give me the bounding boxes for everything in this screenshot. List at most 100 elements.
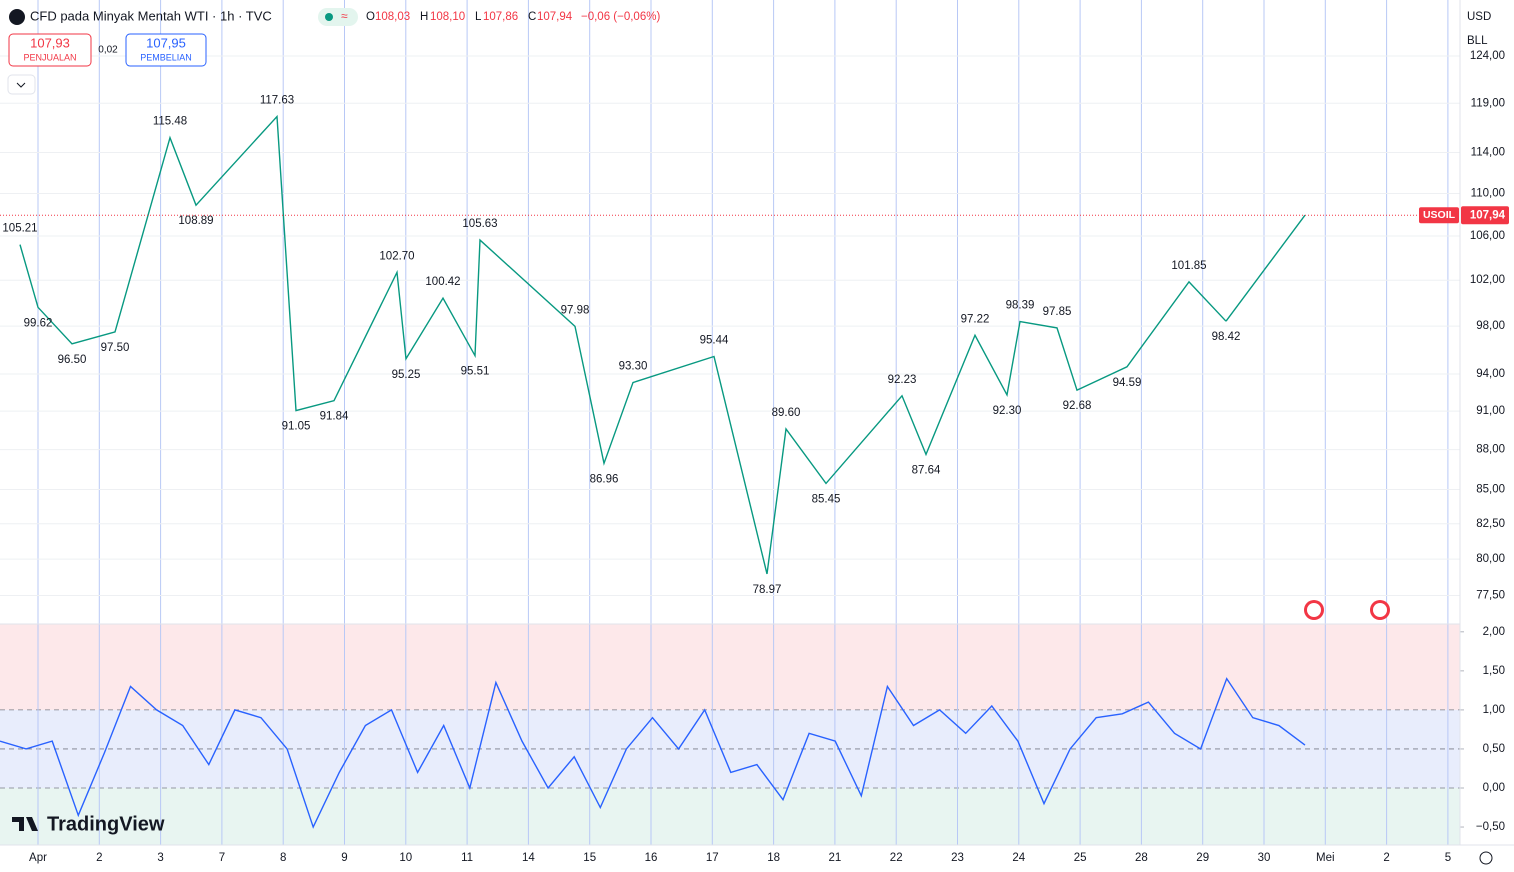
price-extreme-label: 97.85 xyxy=(1043,306,1072,318)
buy-label: PEMBELIAN xyxy=(140,52,192,62)
price-extreme-label: 85.45 xyxy=(812,493,841,505)
price-extreme-label: 93.30 xyxy=(619,361,648,373)
price-extreme-label: 87.64 xyxy=(912,464,941,476)
ohlc-key: C xyxy=(528,11,536,23)
price-extreme-label: 92.68 xyxy=(1063,400,1092,412)
lower-band xyxy=(0,787,1460,845)
price-extreme-label: 95.51 xyxy=(461,366,490,378)
price-extreme-label: 108.89 xyxy=(178,215,213,227)
price-extreme-label: 102.70 xyxy=(379,250,414,262)
price-extreme-label: 91.84 xyxy=(320,411,349,423)
y-tick-label: 0,50 xyxy=(1483,743,1505,755)
last-price-label: 107,94 xyxy=(1470,209,1506,221)
x-tick-label: 22 xyxy=(890,852,903,864)
price-extreme-label: 98.39 xyxy=(1006,300,1035,312)
price-extreme-label: 99.62 xyxy=(24,317,53,329)
y-tick-label: 80,00 xyxy=(1476,553,1505,565)
sell-button[interactable] xyxy=(8,33,92,67)
price-extreme-label: 94.59 xyxy=(1113,377,1142,389)
price-extreme-label: 78.97 xyxy=(753,584,782,596)
y-tick-label: −0,50 xyxy=(1476,821,1505,833)
y-tick-label: 0,00 xyxy=(1483,782,1505,794)
price-line xyxy=(19,114,1227,575)
buy-price: 107,95 xyxy=(146,35,186,50)
price-extreme-label: 96.50 xyxy=(58,354,87,366)
collapse-button[interactable] xyxy=(7,74,36,95)
x-tick-label: 24 xyxy=(1012,852,1025,864)
x-tick-label: 29 xyxy=(1196,852,1209,864)
price-extreme-label: 105.21 xyxy=(2,223,37,235)
price-extreme-label: 101.85 xyxy=(1171,260,1206,272)
chevron-icon xyxy=(16,82,26,88)
price-extreme-label: 105.63 xyxy=(462,218,497,230)
flag-icon-inner xyxy=(1307,603,1321,617)
y-tick-label: 85,00 xyxy=(1476,484,1505,496)
upper-band xyxy=(0,624,1460,710)
x-tick-label: 15 xyxy=(583,852,596,864)
unit-panel xyxy=(1461,4,1511,54)
market-status[interactable] xyxy=(318,8,358,26)
status-dot xyxy=(325,13,333,21)
price-extreme-label: 97.22 xyxy=(961,313,990,325)
ohlc-value: 107,86 xyxy=(483,11,518,23)
symbol-title[interactable]: CFD pada Minyak Mentah WTI · 1h · TVC xyxy=(30,8,272,23)
price-extreme-label: 95.44 xyxy=(700,335,729,347)
x-tick-label: 5 xyxy=(1445,852,1451,864)
price-line-tail xyxy=(1225,214,1306,322)
x-tick-label: 16 xyxy=(645,852,658,864)
x-tick-label: 10 xyxy=(399,852,412,864)
event-flag[interactable] xyxy=(1304,600,1390,620)
ohlc-value: 108,03 xyxy=(375,11,410,23)
sell-price: 107,93 xyxy=(30,35,70,50)
x-tick-label: 21 xyxy=(829,852,842,864)
x-tick-label: 7 xyxy=(219,852,225,864)
y-tick-label: 102,00 xyxy=(1470,274,1505,286)
price-extreme-label: 86.96 xyxy=(590,473,619,485)
price-extreme-label: 92.30 xyxy=(993,405,1022,417)
y-tick-label: 119,00 xyxy=(1471,97,1505,109)
x-tick-label: 2 xyxy=(96,852,102,864)
x-tick-label: 28 xyxy=(1135,852,1148,864)
unit[interactable]: BLL xyxy=(1467,35,1488,47)
y-tick-label: 110,00 xyxy=(1471,188,1505,200)
flag-icon-inner xyxy=(1373,603,1387,617)
brand-name: TradingView xyxy=(47,813,165,835)
y-tick-label: 114,00 xyxy=(1471,147,1505,159)
y-tick-label: 98,00 xyxy=(1476,320,1505,332)
brand-logo xyxy=(12,817,38,831)
currency[interactable]: USD xyxy=(1467,11,1491,23)
x-tick-label: 3 xyxy=(157,852,163,864)
price-extreme-label: 98.42 xyxy=(1212,331,1241,343)
oscillator-line xyxy=(0,677,1306,829)
x-tick-label: 11 xyxy=(461,852,473,864)
y-tick-label: 1,50 xyxy=(1483,665,1505,677)
last-price-tag xyxy=(1461,206,1509,225)
x-tick-label: 18 xyxy=(767,852,780,864)
x-tick-label: 17 xyxy=(706,852,719,864)
buy-button[interactable] xyxy=(125,33,207,67)
x-tick-label: 30 xyxy=(1258,852,1271,864)
y-tick-label: 124,00 xyxy=(1470,50,1505,62)
price-extreme-label: 95.25 xyxy=(392,369,421,381)
symbol-tag xyxy=(1419,207,1459,224)
ohlc-key: O xyxy=(366,11,375,23)
x-tick-label: 14 xyxy=(522,852,535,864)
x-tick-label: 8 xyxy=(280,852,286,864)
ohlc-key: H xyxy=(420,11,428,23)
y-tick-label: 2,00 xyxy=(1483,626,1505,638)
symbol-tag-label: USOIL xyxy=(1423,209,1456,221)
price-extreme-label: 91.05 xyxy=(282,421,311,433)
settings-icon[interactable] xyxy=(1479,851,1493,865)
price-extreme-label: 97.50 xyxy=(101,342,130,354)
x-tick-label: 25 xyxy=(1074,852,1087,864)
y-tick-label: 94,00 xyxy=(1476,368,1505,380)
y-tick-label: 88,00 xyxy=(1476,444,1505,456)
price-extreme-label: 100.42 xyxy=(425,276,460,288)
price-extreme-label: 115.48 xyxy=(153,116,187,128)
x-tick-label: Mei xyxy=(1316,852,1335,864)
y-tick-label: 82,50 xyxy=(1476,518,1505,530)
ohlc-change: −0,06 (−0,06%) xyxy=(581,11,660,23)
symbol-icon[interactable] xyxy=(9,9,25,25)
status-icon: ≈ xyxy=(341,9,348,23)
